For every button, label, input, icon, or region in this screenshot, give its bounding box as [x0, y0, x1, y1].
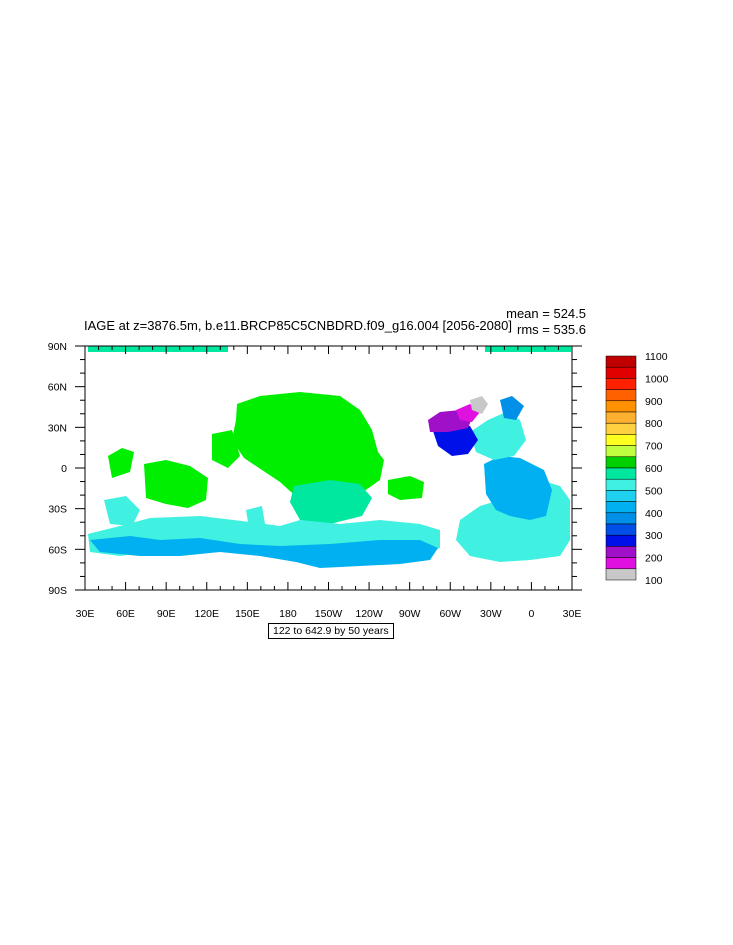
colorbar: 1100 1000 900 800 700 600 500 400 300 200 100 — [605, 351, 669, 587]
colorbar-swatch — [605, 355, 637, 368]
colorbar-swatch — [605, 400, 637, 413]
arabian-green-region — [108, 448, 134, 478]
colorbar-swatch — [605, 366, 637, 379]
mean-stat: mean = 524.5 — [506, 306, 586, 321]
colorbar-swatch — [605, 546, 637, 558]
x-tick-label: 120W — [355, 608, 383, 620]
southern-ocean-blue — [90, 536, 438, 568]
colorbar-label: 900 — [645, 396, 663, 408]
colorbar-label: 600 — [645, 463, 663, 475]
indian-cyan-patch — [246, 506, 266, 534]
colorbar-swatch — [605, 378, 637, 390]
x-tick-label: 60W — [439, 608, 461, 620]
y-tick-label: 0 — [61, 463, 67, 475]
north-atlantic-blue — [500, 396, 524, 420]
pacific-green-region — [232, 392, 384, 500]
colorbar-swatch — [605, 434, 637, 446]
x-tick-label: 150E — [235, 608, 260, 620]
indian-southern-cyan — [104, 496, 140, 526]
colorbar-swatch — [605, 534, 637, 547]
y-tick-label: 30S — [48, 504, 67, 516]
x-tick-label: 90E — [157, 608, 176, 620]
y-tick-label: 30N — [48, 422, 67, 434]
y-tick-labels: 90N 60N 30N 0 30S 60S 90S — [48, 341, 67, 597]
x-tick-label: 0 — [528, 608, 534, 620]
arctic-strip-west — [88, 346, 228, 352]
colorbar-swatch — [605, 456, 637, 469]
arctic-strip-east — [485, 346, 571, 352]
south-atlantic-blue — [484, 456, 552, 520]
y-tick-label: 60N — [48, 382, 67, 394]
x-tick-label: 30E — [76, 608, 95, 620]
north-atlantic-cyan — [470, 412, 526, 460]
rms-stat: rms = 535.6 — [517, 322, 586, 337]
y-tick-label: 60S — [48, 544, 67, 556]
atlantic-green-region — [388, 476, 424, 500]
colorbar-swatch — [605, 490, 637, 502]
x-tick-label: 120E — [194, 608, 219, 620]
colorbar-label: 700 — [645, 441, 663, 453]
colorbar-swatch — [605, 411, 637, 424]
colorbar-label: 100 — [645, 575, 663, 587]
x-tick-label: 90W — [399, 608, 421, 620]
arctic-gray — [470, 396, 488, 414]
y-tick-label: 90N — [48, 341, 67, 353]
colorbar-swatch — [605, 422, 637, 435]
ocean-field — [88, 346, 571, 568]
colorbar-label: 800 — [645, 418, 663, 430]
south-pacific-teal — [290, 480, 372, 524]
colorbar-label: 200 — [645, 553, 663, 565]
colorbar-swatch — [605, 467, 637, 480]
x-tick-label: 60E — [116, 608, 135, 620]
colorbar-swatch — [605, 568, 637, 581]
colorbar-swatch — [605, 445, 637, 458]
colorbar-label: 400 — [645, 508, 663, 520]
colorbar-label: 1100 — [645, 351, 668, 363]
y-tick-label: 90S — [48, 585, 67, 597]
tick-marks — [75, 345, 582, 591]
colorbar-label: 1000 — [645, 373, 669, 385]
colorbar-swatch — [605, 501, 637, 514]
x-tick-label: 150W — [315, 608, 343, 620]
x-tick-label: 30E — [563, 608, 582, 620]
colorbar-swatch — [605, 478, 637, 491]
colorbar-label: 300 — [645, 530, 663, 542]
colorbar-swatch — [605, 523, 637, 536]
map-panel: 30E 60E 90E 120E 150E 180 150W 120W 90W 60W 30W 0 30… — [48, 341, 582, 620]
contour-caption: 122 to 642.9 by 50 years — [268, 623, 394, 639]
x-tick-label: 30W — [480, 608, 502, 620]
colorbar-swatch — [605, 512, 637, 525]
indian-green-region — [144, 460, 208, 508]
west-pacific-green-1 — [212, 430, 240, 468]
colorbar-swatch — [605, 389, 637, 402]
x-tick-labels: 30E 60E 90E 120E 150E 180 150W 120W 90W 60W 30W 0 30… — [76, 608, 582, 620]
colorbar-label: 500 — [645, 485, 663, 497]
colorbar-swatch — [605, 557, 637, 570]
x-tick-label: 180 — [279, 608, 297, 620]
map-title: IAGE at z=3876.5m, b.e11.BRCP85C5CNBDRD.… — [84, 318, 512, 333]
